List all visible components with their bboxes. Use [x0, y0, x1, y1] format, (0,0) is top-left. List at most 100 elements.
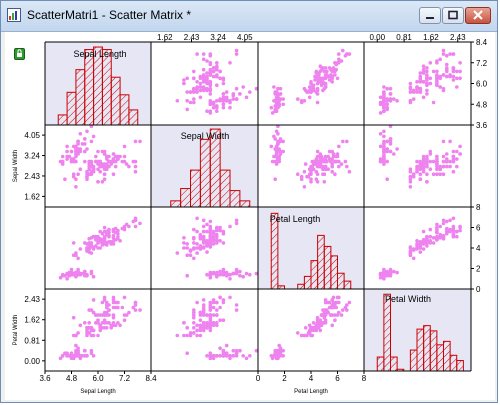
scatter-point: [60, 162, 65, 166]
scatter-point: [421, 157, 426, 161]
scatter-point: [85, 273, 89, 278]
scatter-point: [116, 231, 120, 236]
scatter-point: [76, 256, 80, 261]
scatter-point: [105, 157, 109, 161]
scatter-point: [451, 149, 456, 154]
scatter-point: [315, 318, 320, 323]
scatter-point: [224, 90, 229, 94]
scatter-point: [382, 134, 386, 139]
scatter-point: [330, 305, 335, 310]
scatter-point: [325, 300, 329, 305]
scatter-point: [205, 109, 209, 113]
scatter-point: [211, 74, 216, 79]
scatter-point: [335, 76, 340, 81]
scatter-point: [205, 86, 209, 91]
scatter-point: [215, 67, 219, 72]
lock-icon[interactable]: [14, 48, 25, 60]
scatter-point: [182, 241, 186, 245]
close-button[interactable]: [465, 7, 491, 24]
scatter-point: [113, 323, 118, 328]
scatter-point: [60, 273, 65, 278]
scatter-point: [208, 238, 213, 242]
scatter-point: [385, 107, 390, 112]
maximize-button[interactable]: [442, 7, 464, 24]
scatter-point: [215, 300, 219, 305]
scatter-point: [224, 273, 229, 278]
title-bar[interactable]: ScatterMatri1 - Scatter Matrix *: [1, 1, 497, 32]
scatter-point: [215, 238, 219, 242]
scatter-point: [418, 159, 423, 164]
histogram-bar: [376, 356, 385, 372]
tick-label: 4.8: [66, 374, 78, 383]
scatter-point: [234, 303, 239, 307]
scatter-point: [205, 326, 209, 330]
scatter-point: [138, 139, 142, 144]
scatter-point: [215, 61, 219, 65]
scatter-point: [211, 300, 216, 305]
scatter-point: [211, 105, 216, 110]
scatter-point: [91, 274, 96, 279]
scatter-point: [425, 81, 429, 86]
scatter-point: [221, 300, 226, 305]
scatter-point: [323, 313, 328, 317]
scatter-point: [347, 300, 352, 305]
minimize-button[interactable]: [419, 7, 441, 24]
scatter-point: [435, 61, 439, 65]
scatter-point: [327, 78, 332, 82]
window-title: ScatterMatri1 - Scatter Matrix *: [27, 8, 192, 22]
scatter-point: [309, 177, 313, 181]
scatter-point: [317, 159, 321, 164]
scatter-point: [201, 85, 206, 89]
scatter-point: [448, 139, 452, 144]
scatter-point: [102, 321, 107, 325]
scatter-point: [91, 134, 96, 139]
scatter-point: [339, 59, 344, 63]
scatter-point: [120, 305, 125, 310]
scatter-point: [122, 144, 127, 149]
scatter-point: [323, 83, 328, 87]
scatter-point: [69, 149, 74, 154]
histogram-bar: [390, 356, 398, 372]
scatter-point: [337, 310, 341, 315]
scatter-point: [455, 164, 459, 169]
scatter-point: [122, 227, 127, 232]
scatter-point: [455, 85, 459, 89]
scatter-point: [234, 86, 239, 91]
scatter-point: [185, 333, 189, 338]
axis-title-left-1: Sepal Width: [13, 150, 19, 182]
scatter-point: [102, 167, 107, 171]
scatter-point: [208, 323, 213, 328]
scatter-point: [198, 313, 203, 317]
scatter-point: [111, 228, 116, 233]
tick-label: 2.43: [24, 172, 40, 181]
scatter-point: [435, 172, 439, 176]
scatter-point: [273, 177, 278, 181]
scatter-point: [382, 157, 386, 161]
tick-label: 7.2: [119, 374, 131, 383]
scatter-point: [218, 318, 222, 323]
scatter-point: [378, 275, 383, 280]
scatter-point: [71, 356, 76, 361]
scatter-point: [208, 61, 213, 65]
scatter-point: [435, 162, 439, 166]
scatter-point: [138, 308, 142, 312]
scatter-point: [208, 313, 213, 317]
scatter-point: [116, 321, 120, 325]
scatter-point: [201, 245, 206, 249]
scatter-point: [329, 74, 333, 79]
scatter-point: [299, 99, 304, 103]
scatter-point: [388, 149, 393, 154]
scatter-point: [322, 69, 327, 74]
scatter-point: [428, 241, 433, 245]
scatter-point: [445, 157, 449, 161]
scatter-point: [218, 76, 222, 81]
scatter-point: [211, 323, 216, 328]
histogram-bar: [297, 283, 305, 290]
scatter-point: [192, 331, 196, 335]
scatter-point: [234, 308, 239, 312]
scatter-point: [325, 308, 329, 312]
scatter-point: [175, 251, 180, 255]
scatter-point: [208, 92, 213, 96]
scatter-point: [244, 271, 249, 276]
scatter-point: [198, 326, 203, 330]
